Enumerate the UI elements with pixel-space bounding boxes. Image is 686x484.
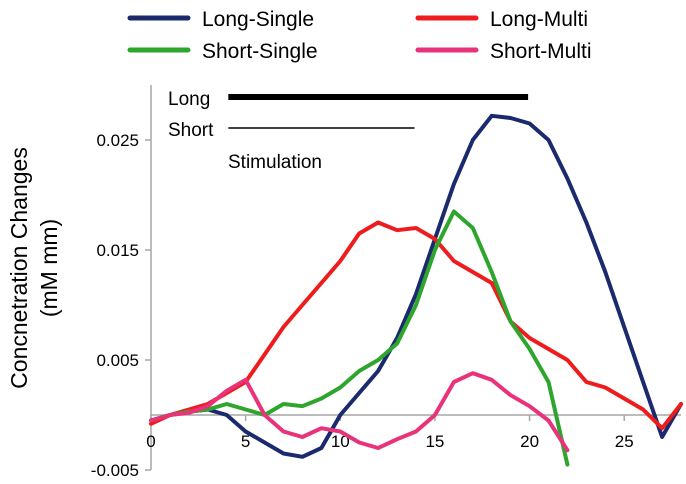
x-tick-label: 20: [520, 432, 539, 451]
stimulation-label: Stimulation: [228, 152, 322, 173]
series-line-long-single: [149, 113, 683, 459]
x-tick-label: 25: [615, 432, 634, 451]
legend-label: Long-Single: [202, 8, 314, 31]
legend-label: Short-Multi: [490, 40, 592, 63]
stimulation-bar-label: Short: [168, 120, 214, 141]
y-ticks: 0.025 0.015 0.005 -0.005: [91, 131, 151, 480]
y-tick-label: 0.025: [96, 131, 139, 150]
legend-label: Long-Multi: [490, 8, 588, 31]
series-line-short-single: [149, 209, 570, 467]
y-tick-label: 0.005: [96, 351, 139, 370]
series-group: [149, 113, 683, 467]
x-tick-label: 0: [146, 432, 155, 451]
y-tick-label: 0.015: [96, 241, 139, 260]
legend-label: Short-Single: [202, 40, 318, 63]
stimulation-bar-label: Long: [168, 89, 210, 110]
y-tick-label: -0.005: [91, 461, 139, 480]
y-axis-unit-label: (mM mm): [36, 219, 62, 317]
legend: Long-Single Long-Multi Short-Single Short-M…: [127, 8, 592, 63]
axes: 0.025 0.015 0.005 -0.005 0 5 10 15 20 25: [91, 85, 681, 480]
series-line-short-multi: [149, 371, 570, 453]
x-tick-label: 10: [331, 432, 350, 451]
y-axis-label: Concnetration Changes: [6, 147, 32, 389]
x-ticks: 0 5 10 15 20 25: [146, 415, 634, 451]
x-tick-label: 15: [425, 432, 444, 451]
x-tick-label: 5: [241, 432, 250, 451]
series-line-long-multi: [149, 220, 683, 431]
stimulation-annotation: Long Short Stimulation: [168, 89, 529, 173]
